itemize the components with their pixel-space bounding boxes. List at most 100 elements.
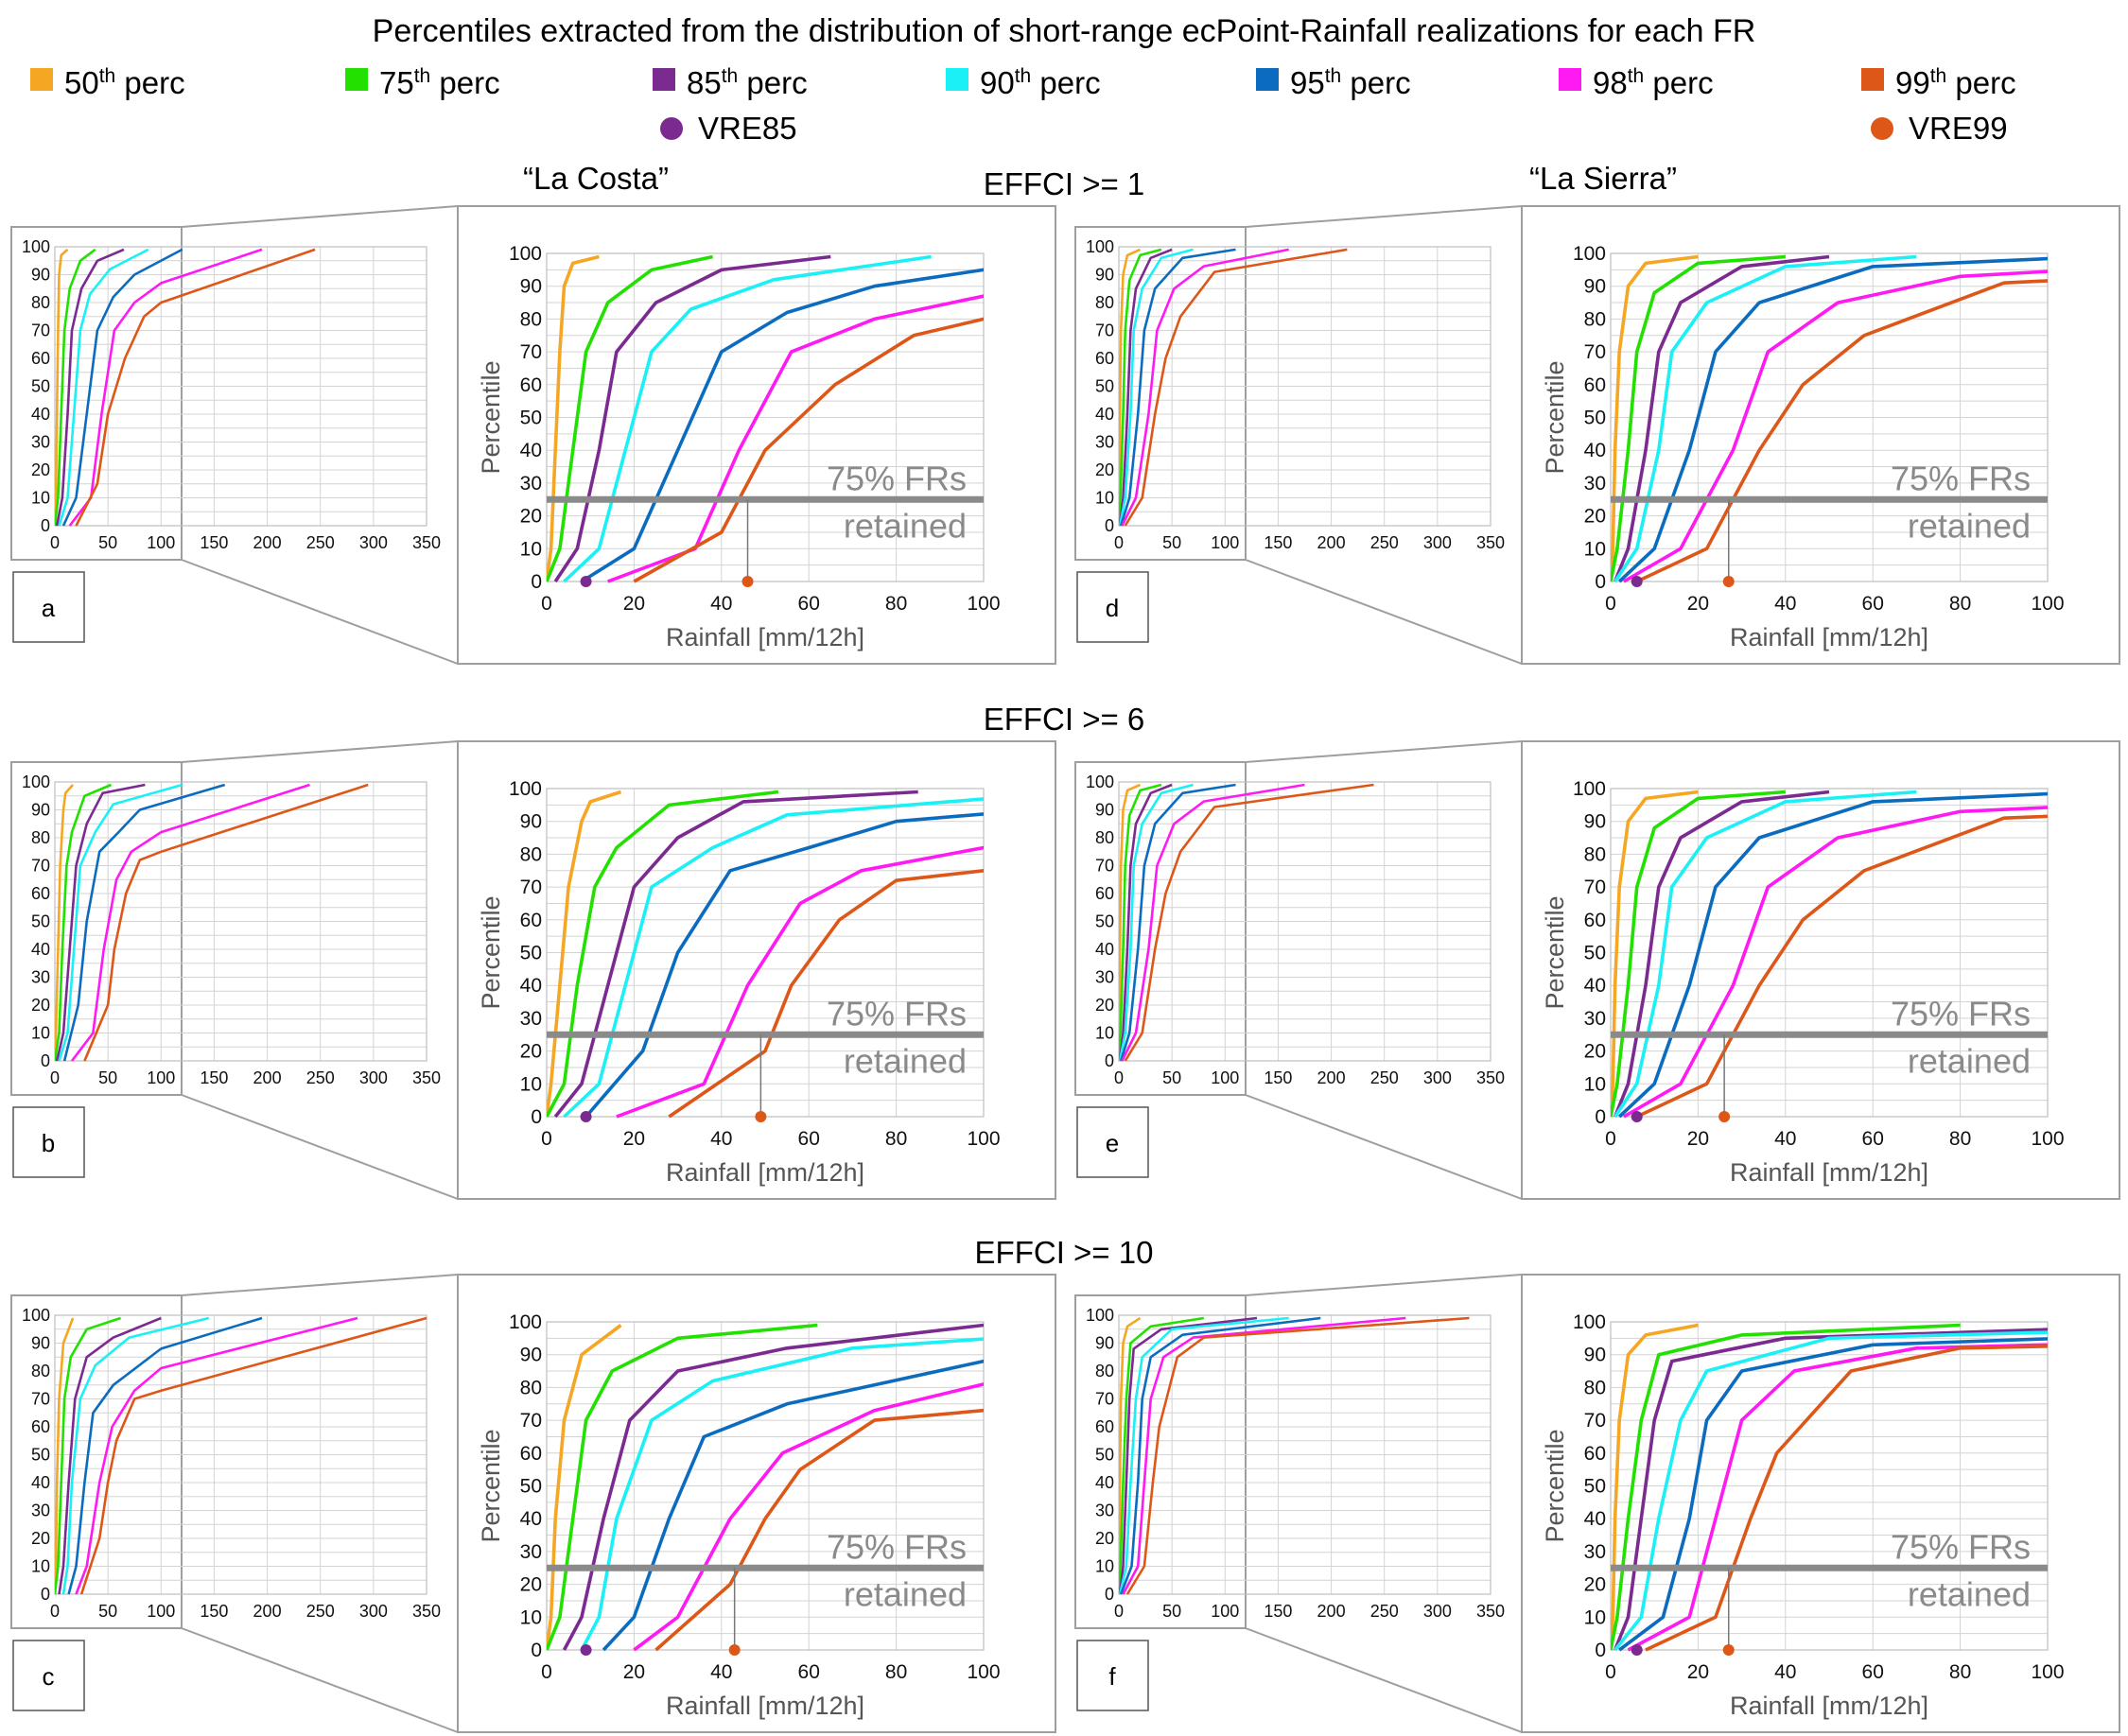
- y-tick-label: 20: [1095, 996, 1114, 1015]
- series-line: [79, 1316, 427, 1595]
- x-axis-label: Rainfall [mm/12h]: [666, 623, 864, 651]
- row-title-effci-1: EFFCI >= 1: [984, 166, 1145, 201]
- series-line: [1119, 783, 1173, 1062]
- legend-swatch: [1256, 68, 1279, 91]
- series-line: [70, 783, 310, 1062]
- y-tick-label: 0: [1595, 571, 1606, 593]
- x-tick-label: 50: [1162, 1068, 1181, 1087]
- y-axis-label: Percentile: [477, 360, 505, 474]
- y-tick-label: 90: [1584, 811, 1606, 833]
- y-tick-label: 20: [520, 506, 542, 528]
- y-tick-label: 90: [1584, 276, 1606, 298]
- y-tick-label: 60: [31, 884, 50, 903]
- legend-item-85: 85th perc: [653, 65, 808, 100]
- y-tick-label: 80: [31, 828, 50, 847]
- y-tick-label: 100: [509, 778, 542, 800]
- y-tick-label: 70: [520, 341, 542, 363]
- y-tick-label: 30: [1584, 1008, 1606, 1030]
- legend-item-vre99: VRE99: [1871, 111, 2008, 146]
- x-tick-label: 350: [412, 533, 441, 552]
- series-line: [547, 254, 713, 582]
- x-tick-label: 350: [1476, 1602, 1505, 1621]
- y-tick-label: 0: [41, 516, 50, 535]
- x-tick-label: 0: [541, 1661, 552, 1683]
- y-tick-label: 10: [1584, 538, 1606, 560]
- legend-label: 98th perc: [1593, 65, 1714, 100]
- y-axis-label: Percentile: [1541, 895, 1569, 1009]
- series-line: [1635, 814, 2048, 1119]
- legend-swatch: [946, 68, 968, 91]
- y-tick-label: 0: [41, 1585, 50, 1604]
- zoom-source-box: [10, 761, 183, 1096]
- panel-label-box: [1076, 571, 1149, 643]
- y-tick-label: 20: [520, 1041, 542, 1063]
- x-tick-label: 200: [253, 1602, 282, 1621]
- x-tick-label: 0: [1605, 593, 1616, 615]
- y-tick-label: 70: [1584, 877, 1606, 898]
- y-tick-label: 30: [1584, 473, 1606, 495]
- y-tick-label: 0: [41, 1051, 50, 1070]
- legend-item-99: 99th perc: [1861, 65, 2016, 100]
- annotation-line1: 75% FRs: [827, 994, 967, 1033]
- x-tick-label: 200: [1317, 533, 1346, 552]
- annotation-line2: retained: [1908, 1041, 2031, 1080]
- x-tick-label: 250: [306, 1068, 335, 1087]
- x-tick-label: 50: [98, 533, 117, 552]
- y-tick-label: 50: [31, 1446, 50, 1465]
- y-tick-label: 10: [1095, 1557, 1114, 1576]
- annotation-line2: retained: [844, 1574, 967, 1613]
- series-line: [1613, 254, 1917, 582]
- x-tick-label: 20: [623, 1661, 645, 1683]
- column-title-la-sierra: “La Sierra”: [1529, 161, 1677, 196]
- y-tick-label: 60: [1584, 910, 1606, 931]
- zoom-source-box: [10, 1294, 183, 1629]
- x-tick-label: 40: [1774, 1661, 1796, 1683]
- x-tick-label: 0: [50, 1068, 60, 1087]
- y-tick-label: 10: [520, 1073, 542, 1095]
- series-line: [1635, 279, 2048, 583]
- legend-label: VRE99: [1909, 111, 2008, 146]
- zoom-connector: [1245, 1094, 1523, 1200]
- plot-frame: [1118, 246, 1491, 527]
- series-line: [616, 845, 984, 1119]
- y-tick-label: 80: [520, 308, 542, 330]
- annotation-line1: 75% FRs: [1891, 994, 2031, 1033]
- y-tick-label: 0: [531, 571, 542, 593]
- series-line: [1124, 248, 1348, 527]
- x-tick-label: 100: [1211, 1068, 1239, 1087]
- x-tick-label: 100: [1211, 1602, 1239, 1621]
- series-line: [55, 248, 96, 527]
- y-tick-label: 0: [1105, 516, 1114, 535]
- plot-frame: [54, 781, 427, 1062]
- full-range-plot: 0 10 20 30 40 50 60 70 80 90 100 0 50 100 150 200 250 300…: [22, 1306, 441, 1621]
- x-tick-label: 100: [967, 1128, 1000, 1150]
- legend: 50th perc 75th perc 85th perc 90th perc 95th…: [30, 65, 2016, 146]
- series-line: [1622, 269, 2048, 583]
- y-tick-label: 60: [31, 349, 50, 368]
- series-line: [1119, 1316, 1258, 1595]
- series-line: [1613, 254, 1830, 582]
- y-tick-label: 10: [1095, 1024, 1114, 1043]
- series-line: [1119, 1316, 1205, 1595]
- x-tick-label: 80: [885, 1128, 907, 1150]
- y-tick-label: 70: [1095, 321, 1114, 340]
- series-line: [83, 783, 369, 1062]
- legend-label: 50th perc: [64, 65, 185, 100]
- x-tick-label: 60: [798, 1128, 820, 1150]
- y-tick-label: 80: [1095, 293, 1114, 312]
- x-tick-label: 250: [1370, 533, 1399, 552]
- y-tick-label: 70: [31, 1390, 50, 1409]
- x-tick-label: 300: [359, 1068, 388, 1087]
- legend-item-95: 95th perc: [1256, 65, 1411, 100]
- series-line: [75, 248, 316, 527]
- y-tick-label: 40: [31, 405, 50, 424]
- legend-item-vre85: VRE85: [660, 111, 797, 146]
- y-tick-label: 50: [1584, 943, 1606, 964]
- x-tick-label: 250: [1370, 1602, 1399, 1621]
- series-line: [1613, 1330, 2048, 1652]
- legend-swatch: [1861, 68, 1884, 91]
- y-tick-label: 0: [1105, 1051, 1114, 1070]
- x-tick-label: 80: [885, 593, 907, 615]
- y-tick-label: 30: [1095, 968, 1114, 987]
